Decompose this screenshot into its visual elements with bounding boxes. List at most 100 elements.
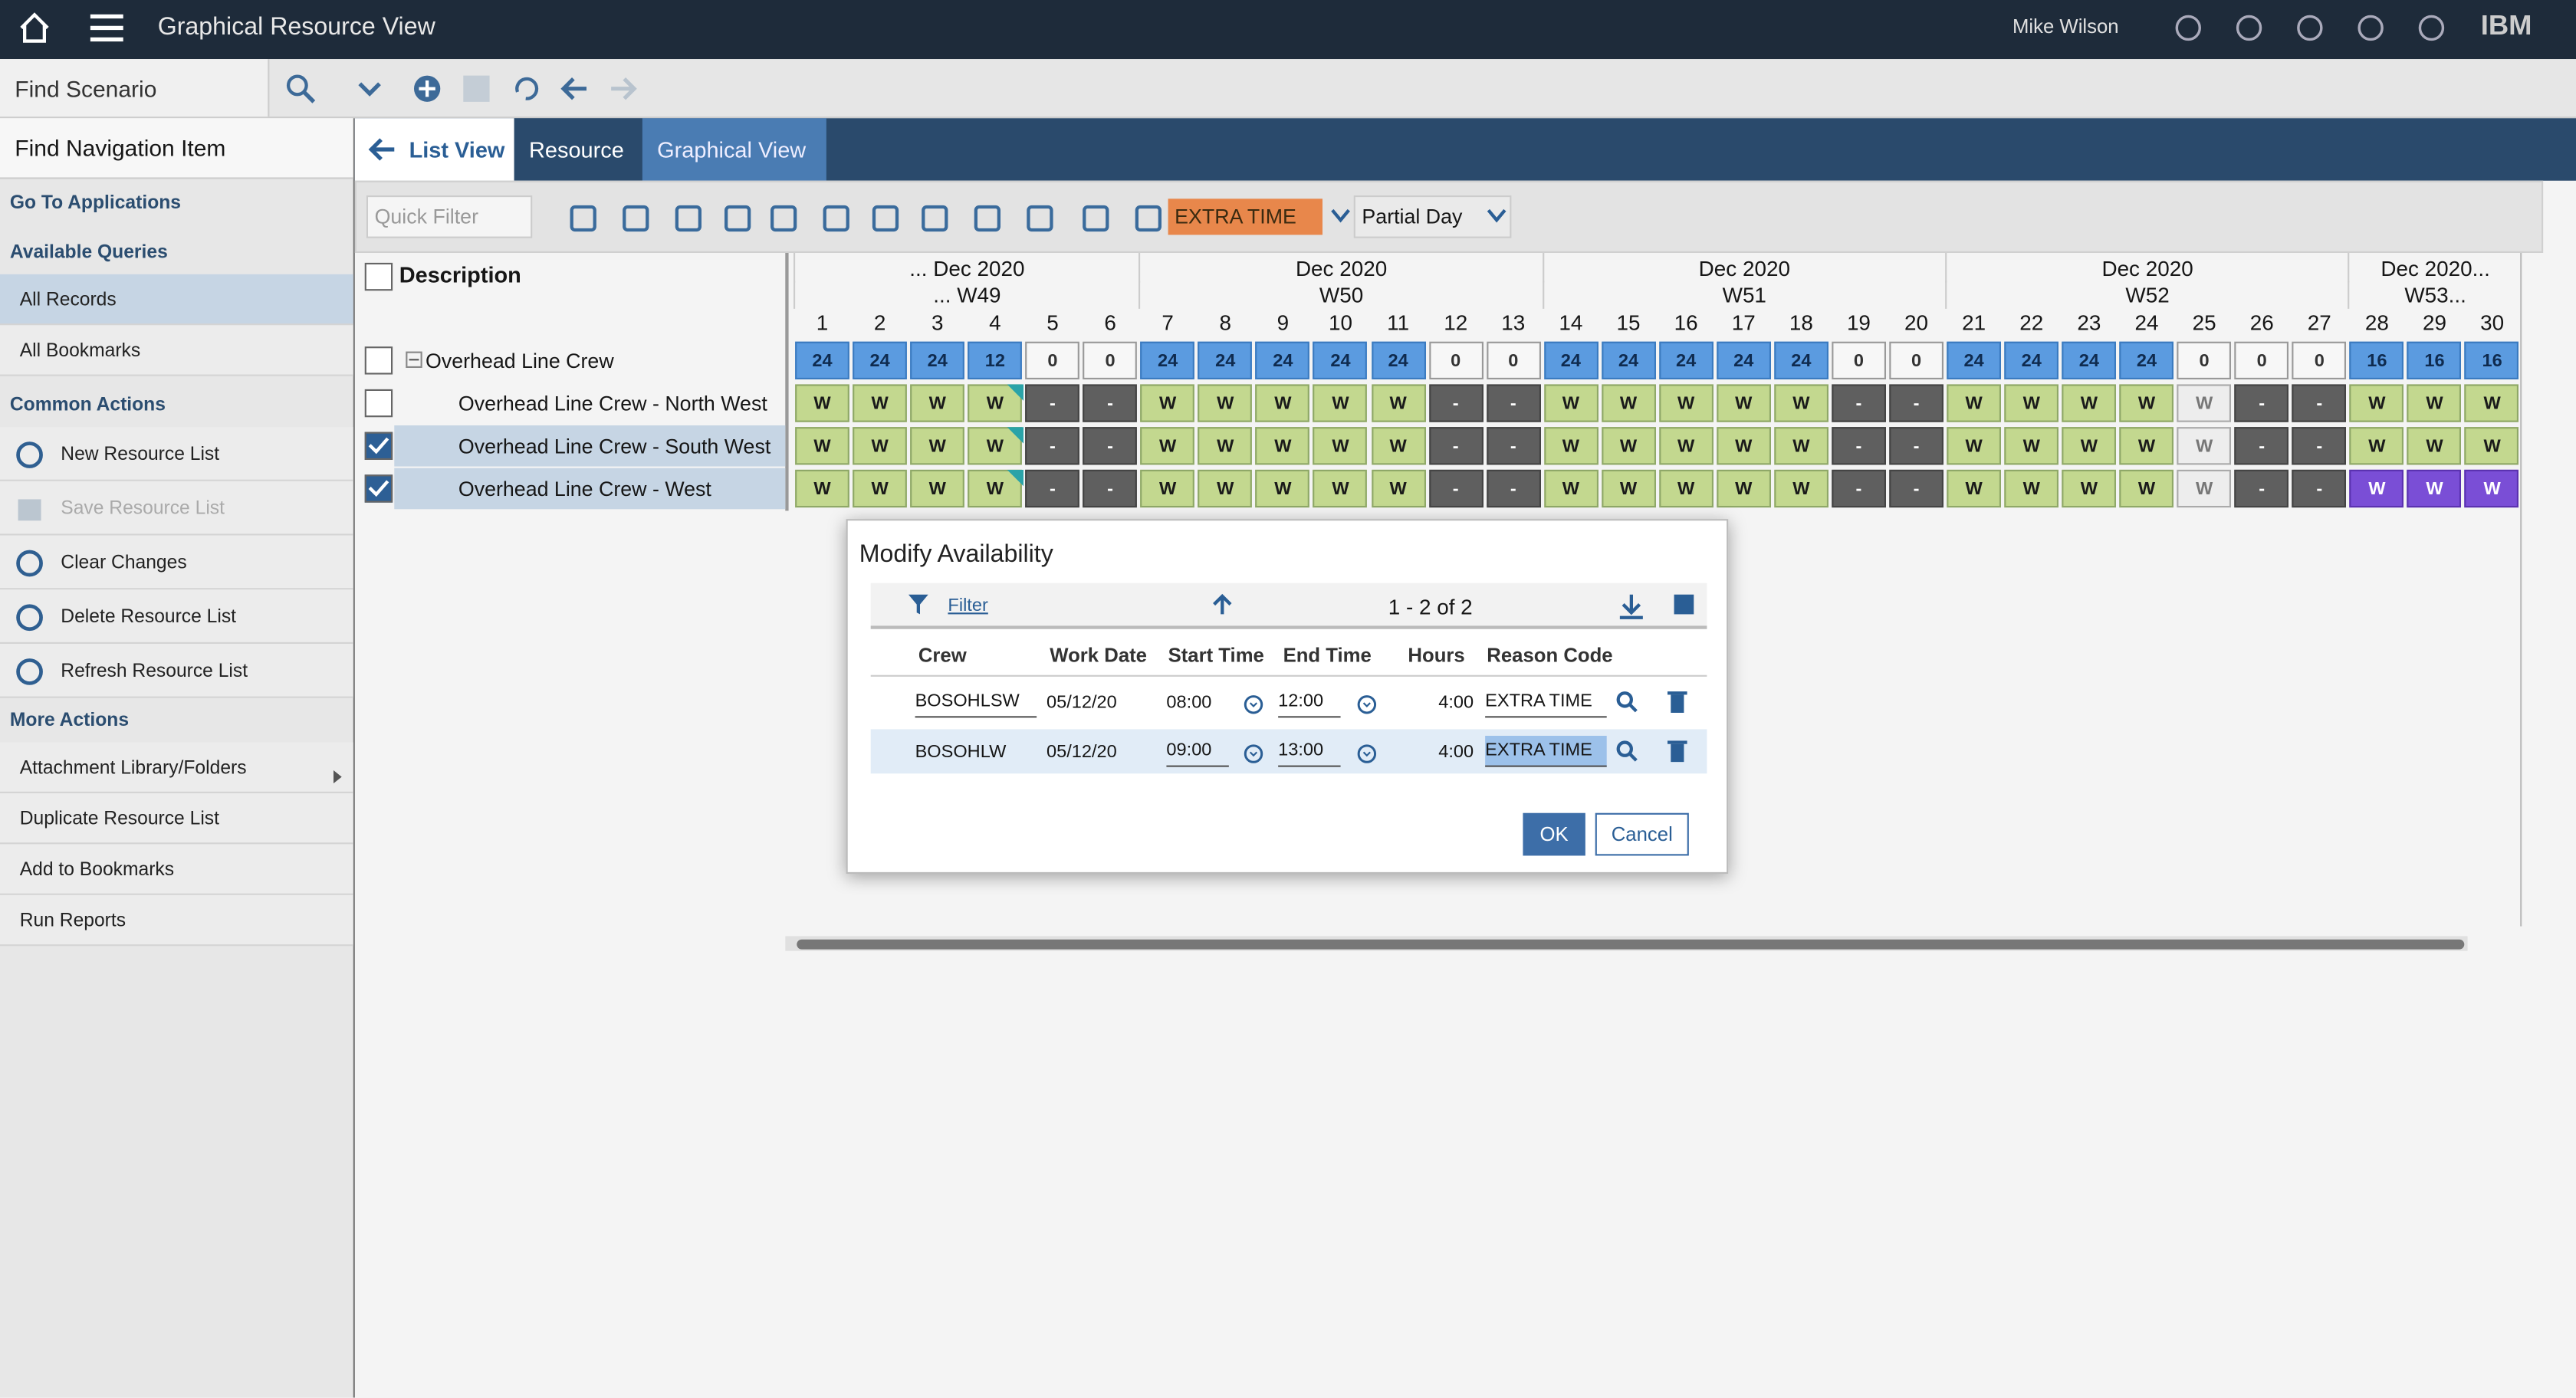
day-cell[interactable]: W — [1773, 384, 1829, 422]
day-cell[interactable]: 24 — [1313, 341, 1368, 379]
day-cell[interactable]: W — [2350, 384, 2404, 422]
lookup-icon[interactable] — [1615, 739, 1638, 762]
day-cell[interactable]: W — [853, 427, 908, 465]
day-cell[interactable]: W — [1601, 384, 1656, 422]
tab[interactable]: Resource — [514, 118, 642, 181]
day-cell[interactable]: W — [1601, 469, 1656, 508]
day-cell[interactable]: W — [1140, 469, 1195, 508]
day-cell[interactable]: - — [1832, 384, 1886, 422]
day-cell[interactable]: - — [1889, 427, 1944, 465]
day-cell[interactable]: W — [910, 384, 965, 422]
day-cell[interactable]: - — [1486, 469, 1541, 508]
day-cell[interactable]: W — [1371, 427, 1426, 465]
tool-icon[interactable] — [672, 202, 705, 235]
day-cell[interactable]: W — [1371, 384, 1426, 422]
cell-field[interactable]: 12:00 — [1278, 687, 1341, 718]
back-icon[interactable] — [559, 72, 592, 105]
undo-icon[interactable] — [509, 72, 542, 105]
day-cell[interactable]: - — [2234, 469, 2289, 508]
day-cell[interactable]: W — [2004, 384, 2059, 422]
day-cell[interactable]: W — [968, 469, 1024, 508]
search-icon[interactable] — [284, 72, 317, 105]
nav-item[interactable]: Run Reports — [0, 894, 353, 947]
tab[interactable]: List View — [354, 118, 514, 181]
day-cell[interactable]: 0 — [1889, 341, 1944, 379]
day-cell[interactable]: W — [1140, 427, 1195, 465]
day-cell[interactable]: 16 — [2350, 341, 2404, 379]
nav-item[interactable]: Clear Changes — [0, 535, 353, 590]
dropdown-arrow[interactable] — [1485, 204, 1508, 227]
tool-icon[interactable] — [820, 202, 853, 235]
day-cell[interactable]: W — [795, 469, 849, 508]
day-cell[interactable]: 0 — [2177, 341, 2232, 379]
day-cell[interactable]: 0 — [1832, 341, 1886, 379]
header-icon[interactable] — [2293, 11, 2326, 44]
tool-icon[interactable] — [869, 202, 902, 235]
nav-item[interactable]: Add to Bookmarks — [0, 844, 353, 895]
dropdown-icon[interactable] — [353, 72, 386, 105]
collapse-toggle[interactable] — [406, 351, 422, 368]
day-cell[interactable]: W — [2119, 427, 2174, 465]
nav-item[interactable]: All Records — [0, 274, 353, 326]
day-cell[interactable]: W — [2062, 384, 2117, 422]
day-cell[interactable]: W — [1658, 384, 1714, 422]
day-cell[interactable]: - — [1025, 469, 1080, 508]
day-cell[interactable]: - — [1083, 384, 1138, 422]
day-cell[interactable]: W — [1313, 469, 1368, 508]
day-cell[interactable]: W — [795, 427, 849, 465]
day-cell[interactable]: W — [968, 427, 1024, 465]
day-cell[interactable]: 24 — [1255, 341, 1310, 379]
day-cell[interactable]: W — [1198, 469, 1253, 508]
day-cell[interactable]: W — [2407, 384, 2462, 422]
header-icon[interactable] — [2172, 11, 2205, 44]
day-cell[interactable]: 24 — [2062, 341, 2117, 379]
day-cell[interactable]: W — [1947, 427, 2002, 465]
day-cell[interactable]: 24 — [2004, 341, 2059, 379]
clock-icon[interactable] — [1244, 693, 1263, 714]
header-icon[interactable] — [2233, 11, 2266, 44]
day-cell[interactable]: W — [2465, 427, 2520, 465]
day-cell[interactable]: 0 — [1025, 341, 1080, 379]
nav-item[interactable]: Delete Resource List — [0, 589, 353, 644]
day-cell[interactable]: W — [2465, 384, 2520, 422]
row-checkbox[interactable] — [364, 474, 393, 503]
lookup-icon[interactable] — [1615, 690, 1638, 713]
day-cell[interactable]: 24 — [1601, 341, 1656, 379]
nav-item[interactable]: All Bookmarks — [0, 325, 353, 376]
day-cell[interactable]: - — [2292, 384, 2347, 422]
day-cell[interactable]: W — [1255, 384, 1310, 422]
tool-icon[interactable] — [567, 202, 600, 235]
day-cell[interactable]: W — [2465, 469, 2520, 508]
day-cell[interactable]: 24 — [1198, 341, 1253, 379]
day-cell[interactable]: W — [795, 384, 849, 422]
day-cell[interactable]: W — [2177, 427, 2232, 465]
up-icon[interactable] — [1209, 591, 1235, 617]
scrollbar-thumb[interactable] — [797, 939, 2465, 950]
day-cell[interactable]: 0 — [1486, 341, 1541, 379]
day-cell[interactable]: - — [1428, 427, 1484, 465]
delete-icon[interactable] — [1668, 690, 1687, 713]
day-cell[interactable]: W — [1716, 384, 1771, 422]
cell-field[interactable]: EXTRA TIME — [1485, 736, 1607, 767]
day-cell[interactable]: W — [1601, 427, 1656, 465]
day-cell[interactable]: 16 — [2407, 341, 2462, 379]
mode-select[interactable]: Partial Day — [1353, 195, 1512, 238]
filter-link[interactable]: Filter — [948, 596, 988, 616]
day-cell[interactable]: - — [1889, 469, 1944, 508]
tool-icon[interactable] — [619, 202, 652, 235]
day-cell[interactable]: W — [1773, 469, 1829, 508]
day-cell[interactable]: 24 — [1371, 341, 1426, 379]
day-cell[interactable]: W — [2407, 469, 2462, 508]
day-cell[interactable]: 24 — [795, 341, 849, 379]
day-cell[interactable]: 24 — [910, 341, 965, 379]
day-cell[interactable]: W — [853, 384, 908, 422]
day-cell[interactable]: - — [1083, 427, 1138, 465]
day-cell[interactable]: - — [1025, 384, 1080, 422]
day-cell[interactable]: W — [1198, 384, 1253, 422]
day-cell[interactable]: W — [1716, 469, 1771, 508]
day-cell[interactable]: 24 — [1140, 341, 1195, 379]
cell-field[interactable]: EXTRA TIME — [1485, 687, 1607, 718]
tool-icon[interactable] — [918, 202, 951, 235]
day-cell[interactable]: 24 — [2119, 341, 2174, 379]
day-cell[interactable]: - — [1832, 469, 1886, 508]
